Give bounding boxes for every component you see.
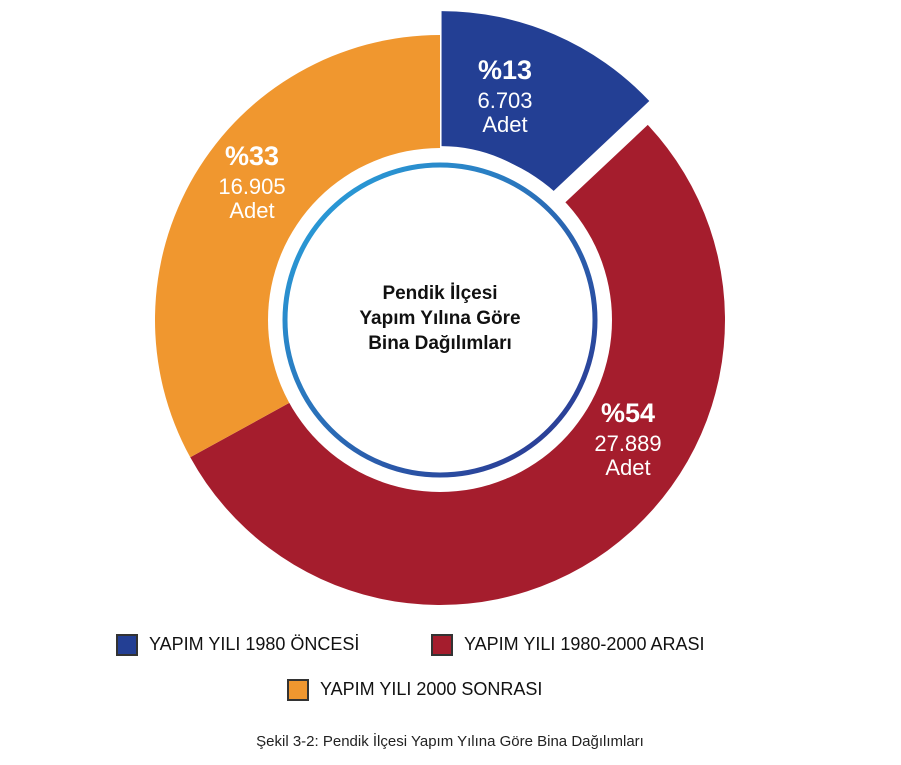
legend-swatch — [287, 679, 309, 701]
center-text: Yapım Yılına Göre — [359, 308, 520, 329]
count-label: 27.889 — [594, 431, 661, 456]
legend-swatch — [431, 634, 453, 656]
donut-hole — [268, 148, 612, 492]
center-text: Pendik İlçesi — [382, 283, 497, 304]
value-label: %13 — [478, 55, 532, 85]
legend-label: YAPIM YILI 1980 ÖNCESİ — [149, 634, 359, 654]
unit-label: Adet — [482, 112, 527, 137]
slice — [441, 11, 650, 194]
legend-label: YAPIM YILI 1980-2000 ARASI — [464, 634, 704, 654]
caption: Şekil 3-2: Pendik İlçesi Yapım Yılına Gö… — [256, 732, 644, 750]
legend-label: YAPIM YILI 2000 SONRASI — [320, 679, 542, 699]
unit-label: Adet — [605, 455, 650, 480]
value-label: %54 — [601, 398, 655, 428]
inner-ring — [282, 162, 598, 478]
unit-label: Adet — [229, 198, 274, 223]
legend-swatch — [116, 634, 138, 656]
value-label: %33 — [225, 141, 279, 171]
count-label: 6.703 — [477, 88, 532, 113]
count-label: 16.905 — [218, 174, 285, 199]
center-text: Bina Dağılımları — [368, 333, 512, 354]
